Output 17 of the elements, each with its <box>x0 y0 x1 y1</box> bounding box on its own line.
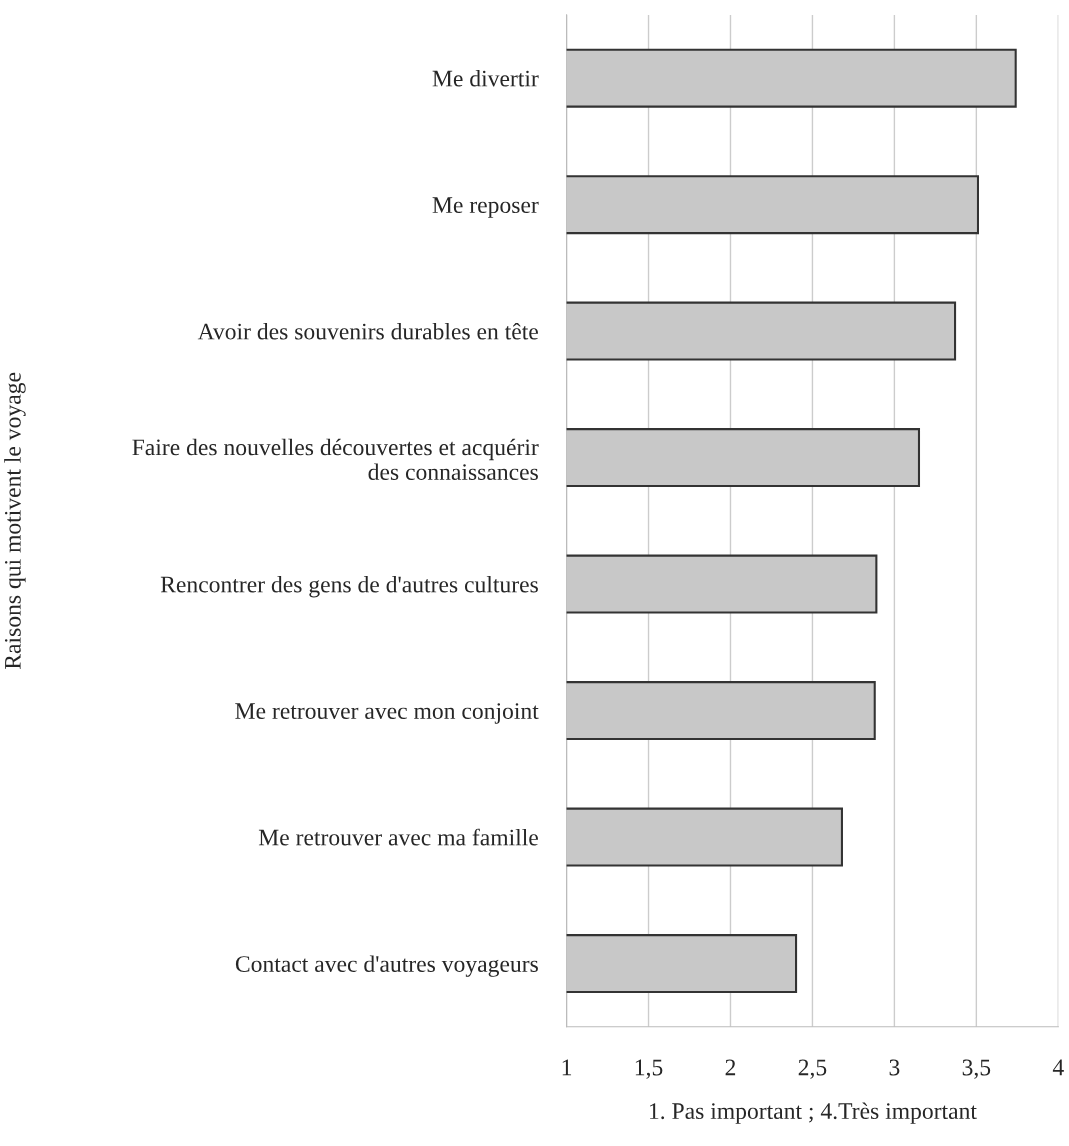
x-tick-label: 2 <box>725 1059 736 1076</box>
x-axis-title: 1. Pas important ; 4.Très important <box>650 1102 977 1124</box>
x-tick-label: 4 <box>1052 1059 1064 1076</box>
x-tick-label: 2,5 <box>798 1059 827 1079</box>
y-tick-label: Me reposer <box>432 197 539 218</box>
y-tick-label: Avoir des souvenirs durables en tête <box>197 322 538 340</box>
y-tick-label: Me retrouver avec ma famille <box>258 828 538 846</box>
y-tick-label: Rencontrer des gens de d'autres cultures <box>160 575 538 598</box>
y-tick-label: Me divertir <box>432 69 539 87</box>
y-tick-label: Faire des nouvelles découvertes et acquérir des connaissances <box>132 438 539 481</box>
y-axis-title: Raisons qui motivent le voyage <box>4 372 26 670</box>
x-tick-label: 1 <box>562 1059 572 1076</box>
y-tick-label: Contact avec d'autres voyageurs <box>235 955 538 977</box>
x-tick-label: 3,5 <box>962 1059 991 1079</box>
y-tick-label: Me retrouver avec mon conjoint <box>235 703 539 724</box>
x-tick-label: 1,5 <box>635 1059 663 1079</box>
x-tick-label: 3 <box>889 1059 900 1076</box>
